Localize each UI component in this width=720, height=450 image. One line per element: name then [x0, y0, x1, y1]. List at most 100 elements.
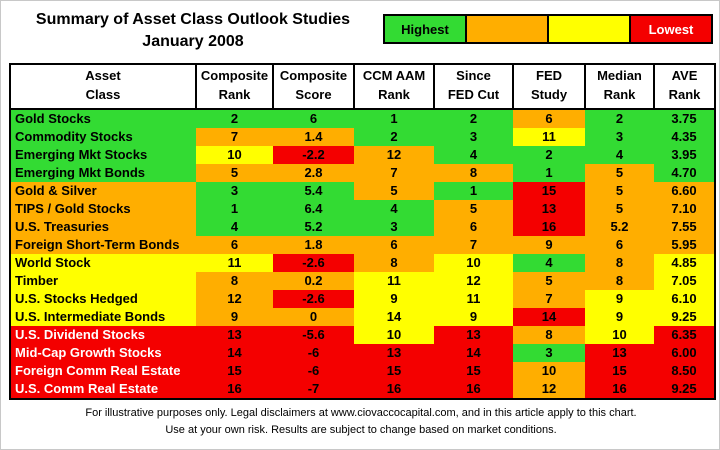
table-row: Foreign Short-Term Bonds 6 1.8 6 7 9 6 5.95: [10, 235, 715, 254]
table-row: Gold Stocks 2 6 1 2 6 2 3.75: [10, 108, 715, 128]
value-cell: 5: [585, 199, 654, 218]
value-cell: 9: [196, 307, 273, 326]
table-row: U.S. Intermediate Bonds 9 0 14 9 14 9 9.25: [10, 307, 715, 326]
value-cell: 10: [196, 145, 273, 164]
value-cell: 4: [513, 253, 585, 272]
value-cell: 4: [196, 217, 273, 236]
value-cell: 2: [585, 108, 654, 128]
legend-segment-highest: Highest: [385, 16, 467, 42]
value-cell: 11: [354, 271, 434, 290]
value-cell: 13: [434, 325, 513, 344]
value-cell: 5: [513, 271, 585, 290]
table-row: Commodity Stocks 7 1.4 2 3 11 3 4.35: [10, 127, 715, 146]
value-cell: 5: [434, 199, 513, 218]
legend-segment-lowest: Lowest: [631, 16, 711, 42]
value-cell: 5: [196, 163, 273, 182]
value-cell: 4: [585, 145, 654, 164]
value-cell: 10: [354, 325, 434, 344]
value-cell: 0: [273, 307, 354, 326]
disclaimer: For illustrative purposes only. Legal di…: [1, 405, 719, 438]
value-cell: 13: [354, 343, 434, 362]
value-cell: 12: [513, 379, 585, 399]
value-cell: 15: [585, 361, 654, 380]
value-cell: 16: [585, 379, 654, 399]
asset-class-cell: TIPS / Gold Stocks: [10, 199, 196, 218]
value-cell: 11: [196, 253, 273, 272]
value-cell: 5: [585, 181, 654, 200]
value-cell: 4.35: [654, 127, 715, 146]
value-cell: 9: [585, 307, 654, 326]
value-cell: 14: [196, 343, 273, 362]
outlook-table: Asset Class Composite Rank Composite Score CCM…: [9, 63, 716, 400]
value-cell: 3: [354, 217, 434, 236]
table-row: U.S. Stocks Hedged 12 -2.6 9 11 7 9 6.10: [10, 289, 715, 308]
value-cell: 12: [354, 145, 434, 164]
value-cell: 6: [585, 235, 654, 254]
value-cell: 16: [354, 379, 434, 399]
value-cell: 9: [585, 289, 654, 308]
legend: Highest Lowest: [383, 14, 713, 44]
disclaimer-line2: Use at your own risk. Results are subjec…: [165, 423, 557, 436]
value-cell: 6.4: [273, 199, 354, 218]
value-cell: 14: [513, 307, 585, 326]
table-row: World Stock 11 -2.6 8 10 4 8 4.85: [10, 253, 715, 272]
value-cell: 1: [513, 163, 585, 182]
value-cell: 1: [434, 181, 513, 200]
value-cell: 5: [585, 163, 654, 182]
value-cell: 1: [354, 108, 434, 128]
chart-title-line1: Summary of Asset Class Outlook Studies: [35, 11, 351, 28]
value-cell: 2: [434, 108, 513, 128]
header-cell: AVE Rank: [653, 63, 716, 110]
value-cell: 9: [434, 307, 513, 326]
table-row: U.S. Treasuries 4 5.2 3 6 16 5.2 7.55: [10, 217, 715, 236]
value-cell: 6.10: [654, 289, 715, 308]
value-cell: 8: [196, 271, 273, 290]
value-cell: 8: [585, 271, 654, 290]
value-cell: 4.85: [654, 253, 715, 272]
value-cell: 4: [354, 199, 434, 218]
value-cell: -6: [273, 343, 354, 362]
value-cell: 14: [354, 307, 434, 326]
value-cell: -7: [273, 379, 354, 399]
header-cell: Median Rank: [584, 63, 655, 110]
asset-class-cell: Emerging Mkt Bonds: [10, 163, 196, 182]
value-cell: 10: [513, 361, 585, 380]
value-cell: 4.70: [654, 163, 715, 182]
value-cell: 16: [513, 217, 585, 236]
value-cell: 5.2: [585, 217, 654, 236]
asset-class-cell: Foreign Comm Real Estate: [10, 361, 196, 380]
value-cell: 5.95: [654, 235, 715, 254]
value-cell: 16: [196, 379, 273, 399]
value-cell: 12: [434, 271, 513, 290]
value-cell: 14: [434, 343, 513, 362]
value-cell: 4: [434, 145, 513, 164]
value-cell: -5.6: [273, 325, 354, 344]
asset-class-cell: Foreign Short-Term Bonds: [10, 235, 196, 254]
value-cell: 3: [196, 181, 273, 200]
value-cell: 3: [513, 343, 585, 362]
chart-title: Summary of Asset Class Outlook Studies J…: [9, 9, 377, 52]
value-cell: 6.60: [654, 181, 715, 200]
value-cell: 9.25: [654, 379, 715, 399]
header-row: Asset Class Composite Rank Composite Score CCM…: [9, 63, 716, 110]
value-cell: 15: [354, 361, 434, 380]
value-cell: 6.35: [654, 325, 715, 344]
table-row: Mid-Cap Growth Stocks 14 -6 13 14 3 13 6.00: [10, 343, 715, 362]
value-cell: 1: [196, 199, 273, 218]
table-row: Foreign Comm Real Estate 15 -6 15 15 10 15 8.50: [10, 361, 715, 380]
value-cell: -2.6: [273, 289, 354, 308]
asset-class-cell: Mid-Cap Growth Stocks: [10, 343, 196, 362]
value-cell: 8: [434, 163, 513, 182]
legend-segment-mid2: [549, 16, 631, 42]
value-cell: 8: [585, 253, 654, 272]
disclaimer-line1: For illustrative purposes only. Legal di…: [85, 407, 637, 419]
chart-title-line2: January 2008: [142, 32, 244, 50]
asset-class-cell: U.S. Intermediate Bonds: [10, 307, 196, 326]
asset-class-cell: U.S. Treasuries: [10, 217, 196, 236]
value-cell: 5: [354, 181, 434, 200]
asset-class-cell: World Stock: [10, 253, 196, 272]
value-cell: 9: [513, 235, 585, 254]
value-cell: 6: [196, 235, 273, 254]
value-cell: 6: [354, 235, 434, 254]
value-cell: 13: [585, 343, 654, 362]
